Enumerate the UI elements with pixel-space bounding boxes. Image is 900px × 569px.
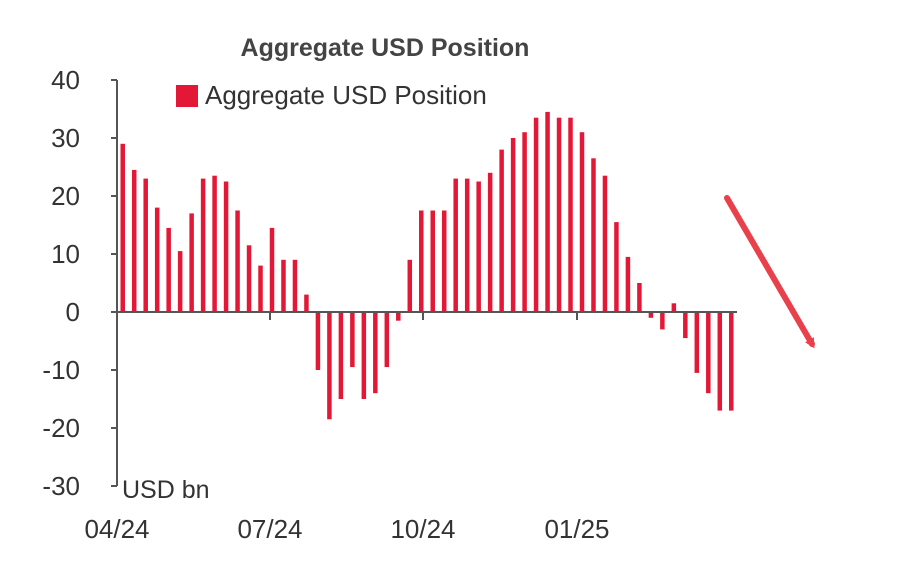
bar <box>373 312 378 394</box>
bar <box>143 178 148 312</box>
bar-series <box>120 111 734 420</box>
x-axis-ticks: 04/24 07/24 10/24 01/25 <box>84 514 609 544</box>
bar <box>694 312 700 373</box>
bar <box>522 132 527 312</box>
bar <box>453 178 458 312</box>
bar <box>648 312 654 318</box>
bar <box>235 210 240 312</box>
y-tick-label: 0 <box>66 297 80 327</box>
bar <box>315 312 321 370</box>
bar <box>223 181 229 312</box>
bar <box>246 245 252 312</box>
bar <box>350 312 355 368</box>
bar <box>407 259 413 312</box>
bar <box>177 251 183 312</box>
bar <box>533 117 539 312</box>
bar <box>683 312 688 339</box>
bar <box>441 210 447 312</box>
y-tick-label: -30 <box>42 471 80 501</box>
y-tick-label: -20 <box>42 413 80 443</box>
bar <box>671 303 677 312</box>
bar <box>729 312 734 411</box>
bar <box>258 265 263 312</box>
bar <box>568 117 573 312</box>
legend: Aggregate USD Position <box>176 80 487 110</box>
bar <box>166 227 171 312</box>
bar <box>706 312 711 394</box>
bar <box>131 169 137 312</box>
y-axis-ticks: 40 30 20 10 0 -10 -20 -30 <box>42 65 117 501</box>
bar <box>361 312 367 399</box>
legend-label: Aggregate USD Position <box>205 80 487 110</box>
bar <box>556 117 562 312</box>
legend-swatch <box>176 85 198 107</box>
y-tick-label: 20 <box>51 181 80 211</box>
chart-title: Aggregate USD Position <box>241 34 530 62</box>
bar <box>419 210 424 312</box>
bar <box>384 312 390 368</box>
bar <box>487 172 493 312</box>
bar <box>212 175 217 312</box>
bar <box>154 207 160 312</box>
bar <box>327 312 332 420</box>
y-tick-label: 40 <box>51 65 80 95</box>
bar <box>660 312 665 330</box>
bar <box>464 178 470 312</box>
y-tick-label: -10 <box>42 355 80 385</box>
x-tick-label: 04/24 <box>84 514 149 544</box>
bar <box>717 312 723 411</box>
trend-arrow <box>724 195 815 349</box>
bar <box>281 259 286 312</box>
bar <box>269 227 275 312</box>
bar <box>120 143 125 312</box>
bar <box>510 138 516 312</box>
bar <box>189 213 194 312</box>
bar <box>304 294 309 312</box>
y-tick-label: 30 <box>51 123 80 153</box>
bar <box>476 181 481 312</box>
bar <box>292 259 298 312</box>
bar <box>625 256 631 312</box>
x-tick-label: 07/24 <box>237 514 302 544</box>
x-tick-label: 01/25 <box>544 514 609 544</box>
bar <box>545 111 550 313</box>
x-tick-label: 10/24 <box>390 514 455 544</box>
bar <box>396 312 401 321</box>
x-axis-tick-marks <box>116 312 578 320</box>
bar <box>200 178 206 312</box>
bar <box>614 222 619 312</box>
bar <box>499 149 504 312</box>
bar <box>430 210 435 312</box>
bar <box>637 283 642 312</box>
bar <box>338 312 344 399</box>
bar <box>602 175 608 312</box>
bar <box>591 158 596 312</box>
bar <box>579 132 585 312</box>
y-tick-label: 10 <box>51 239 80 269</box>
unit-label: USD bn <box>122 476 210 504</box>
